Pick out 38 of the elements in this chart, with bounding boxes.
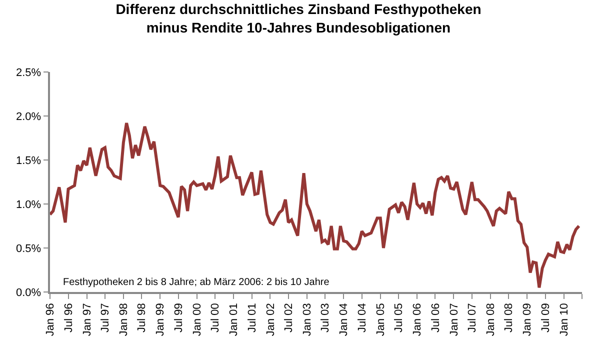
x-tick-label: Jan 05 [374, 303, 387, 336]
x-tick-label: Jan 96 [44, 303, 57, 336]
x-tick-label: Jan 98 [118, 303, 130, 336]
x-tick-label: Jul 06 [430, 303, 442, 333]
x-tick-label: Jan 08 [484, 303, 497, 336]
x-tick-label: Jul 09 [540, 303, 552, 333]
y-tick-label: 1.0% [16, 198, 42, 211]
x-tick-label: Jul 97 [100, 303, 112, 333]
x-tick-label: Jan 06 [412, 303, 424, 336]
y-tick-label: 2.0% [16, 110, 42, 123]
x-tick-label: Jan 99 [154, 303, 167, 336]
y-tick-label: 0.0% [16, 286, 42, 299]
annotation: Festhypotheken 2 bis 8 Jahre; ab März 2006: 2 bis 10 Jahre [63, 277, 330, 288]
x-tick-label: Jul 02 [282, 303, 295, 333]
y-tick-label: 1.5% [16, 154, 42, 167]
x-tick-label: Jul 03 [320, 303, 332, 333]
x-tick-label: Jul 96 [62, 303, 75, 333]
x-tick-label: Jan 02 [264, 303, 277, 336]
x-tick-label: Jul 07 [466, 303, 478, 333]
x-tick-label: Jan 03 [301, 303, 314, 336]
x-tick-label: Jul 98 [136, 303, 148, 333]
y-tick-label: 2.5% [16, 66, 42, 79]
y-tick-label: 0.5% [16, 242, 42, 255]
x-tick-label: Jan 97 [81, 303, 94, 336]
x-tick-label: Jul 08 [503, 303, 516, 333]
x-tick-label: Jul 00 [210, 303, 222, 333]
x-tick-label: Jan 04 [338, 303, 350, 336]
x-tick-label: Jul 05 [393, 303, 406, 333]
x-tick-label: Jul 99 [172, 303, 185, 333]
x-tick-label: Jan 01 [228, 303, 240, 336]
x-tick-label: Jan 09 [522, 303, 534, 336]
x-tick-label: Jan 00 [191, 303, 204, 336]
x-tick-label: Jan 07 [448, 303, 460, 336]
x-tick-label: Jul 01 [246, 303, 258, 333]
x-tick-label: Jul 04 [356, 303, 368, 333]
x-tick-label: Jan 10 [558, 303, 570, 336]
line-series [50, 122, 580, 290]
chart-title: Differenz durchschnittliches Zinsband Festhypotheken minus Rendite 10-Jahres Bundesobligationen [116, 1, 482, 36]
